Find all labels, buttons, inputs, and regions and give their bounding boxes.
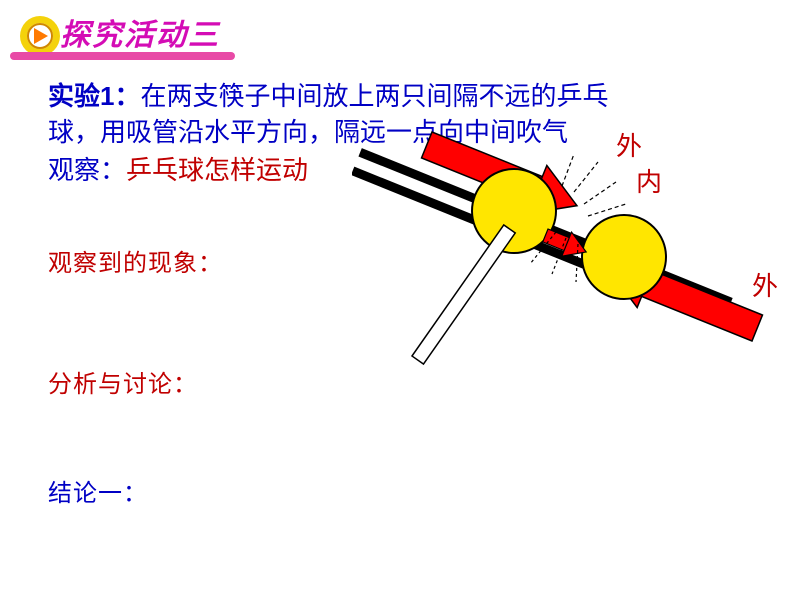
experiment-label: 实验1： — [48, 81, 140, 111]
ball-right — [582, 215, 666, 299]
annot-inner: 内 — [636, 162, 662, 199]
header-title: 探究活动三 — [60, 10, 220, 54]
observe-label: 观察： — [48, 155, 126, 185]
section-conclusion: 结论一： — [48, 473, 748, 508]
observe-body: 乒乓球怎样运动 — [126, 155, 308, 185]
experiment-diagram: 外 内 外 — [352, 126, 792, 366]
experiment-line-1: 实验1：在两支筷子中间放上两只间隔不远的乒乓 — [48, 78, 748, 114]
header-underline — [10, 52, 235, 60]
annot-outer-bottom: 外 — [752, 266, 778, 303]
section-analysis: 分析与讨论： — [48, 364, 748, 399]
annot-outer-top: 外 — [616, 126, 642, 163]
straw — [412, 225, 515, 364]
experiment-text-1: 在两支筷子中间放上两只间隔不远的乒乓 — [140, 81, 608, 111]
